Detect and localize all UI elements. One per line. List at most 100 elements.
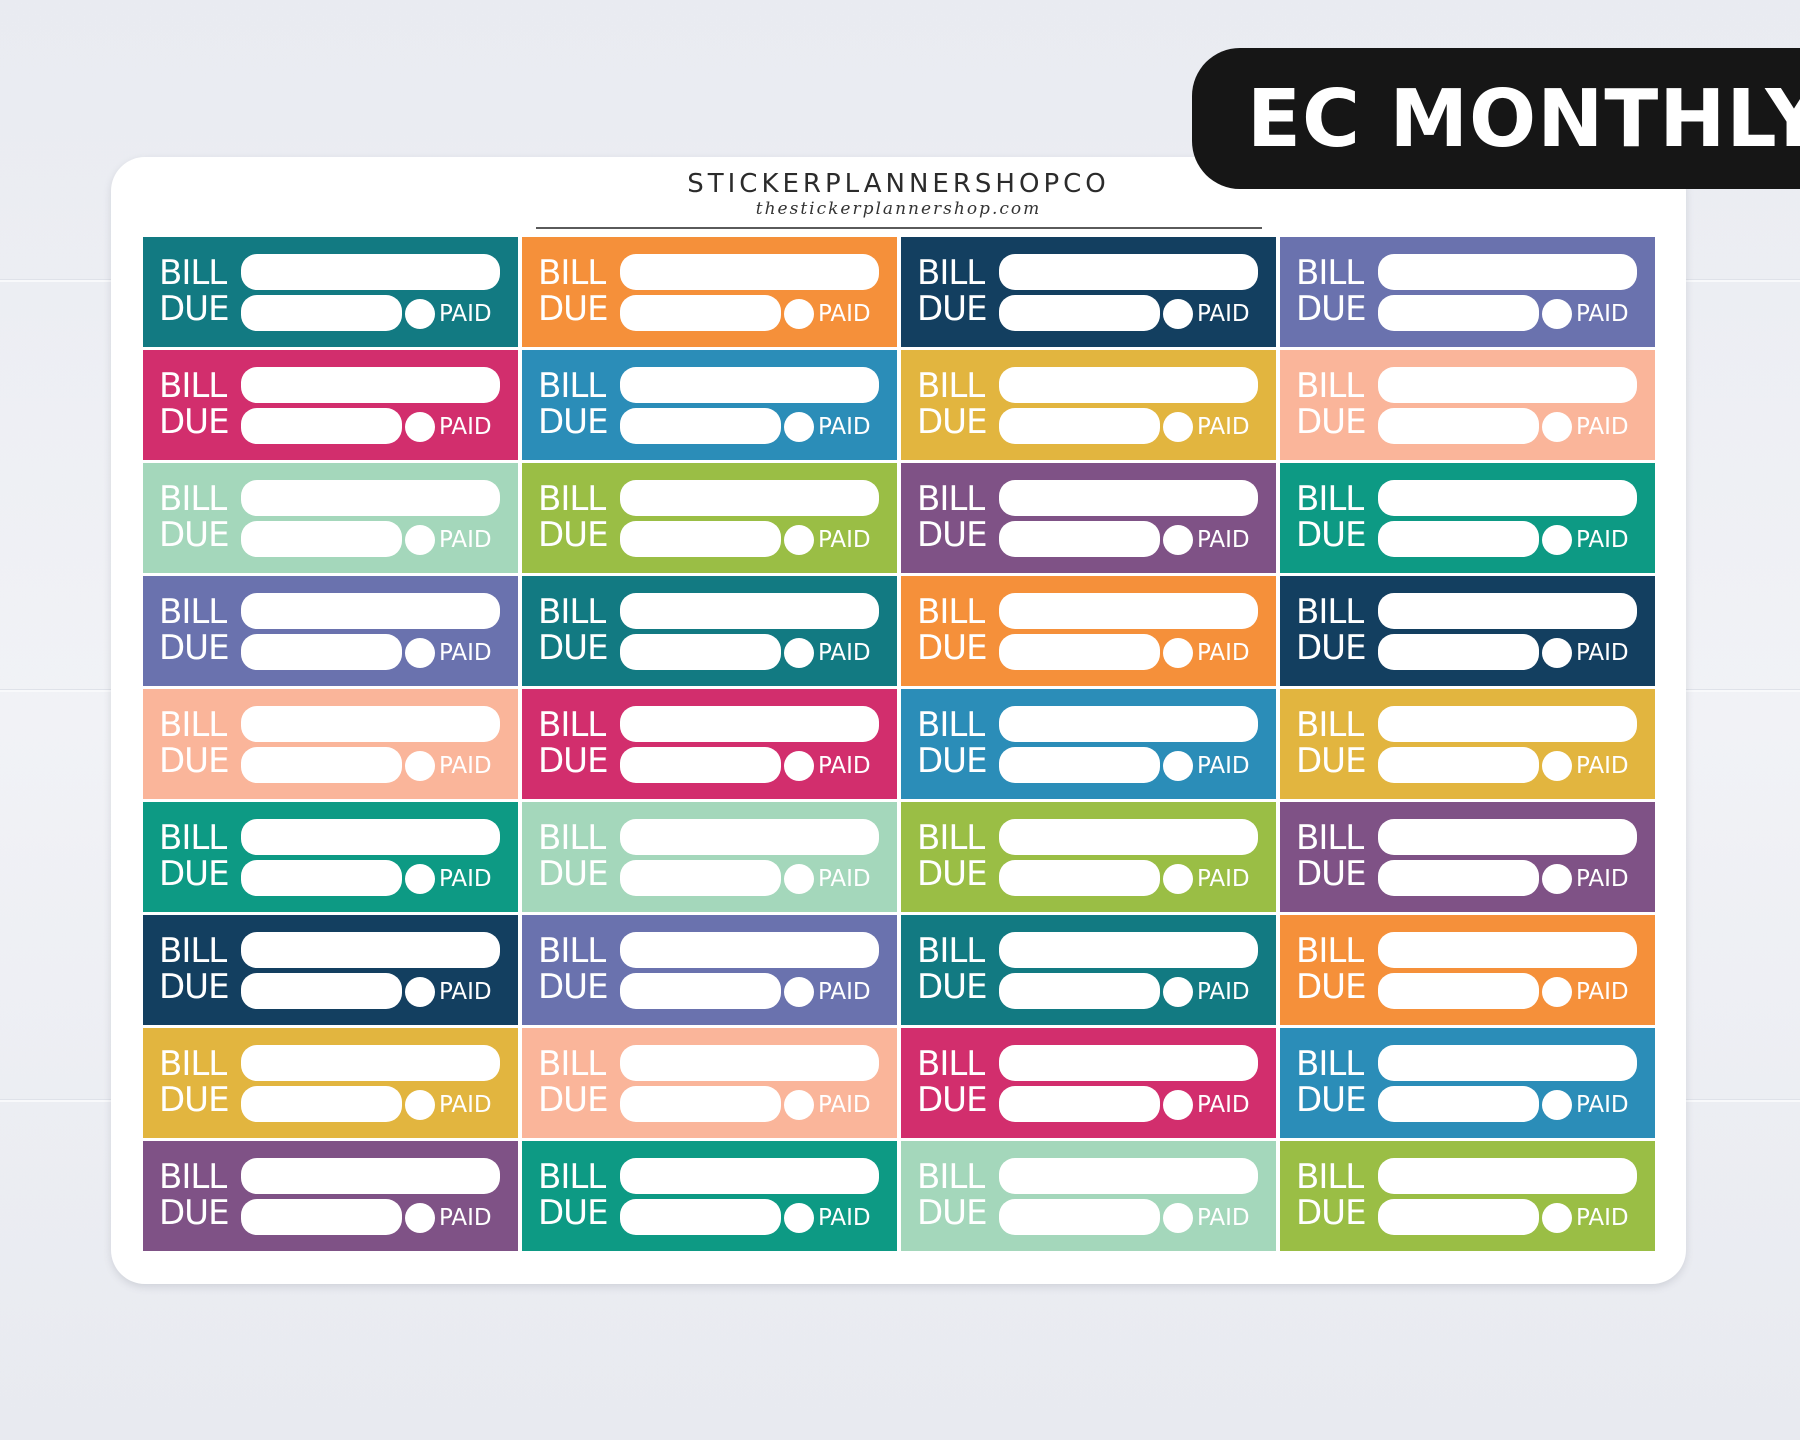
bill-label: BILL [538,253,606,293]
due-writing-field [999,521,1160,557]
paid-checkbox-circle [784,1090,814,1120]
paid-checkbox-circle [1542,751,1572,781]
due-label: DUE [917,741,988,781]
bill-label: BILL [917,705,985,745]
bill-due-sticker: BILL DUE PAID [1280,915,1655,1025]
due-writing-field [241,747,402,783]
bill-writing-field [620,480,879,516]
bill-due-sticker: BILL DUE PAID [143,802,518,912]
paid-checkbox-circle [1163,1090,1193,1120]
bill-label: BILL [538,931,606,971]
bill-label: BILL [1296,818,1364,858]
bill-label: BILL [917,592,985,632]
due-writing-field [620,860,781,896]
due-label: DUE [1296,967,1367,1007]
bill-label: BILL [1296,479,1364,519]
due-label: DUE [1296,854,1367,894]
paid-label: PAID [1576,979,1629,1005]
bill-due-sticker: BILL DUE PAID [522,463,897,573]
due-writing-field [999,295,1160,331]
bill-writing-field [620,1158,879,1194]
bill-label: BILL [159,705,227,745]
due-writing-field [620,408,781,444]
header-divider [536,227,1262,229]
paid-label: PAID [818,979,871,1005]
paid-label: PAID [1197,414,1250,440]
paid-label: PAID [439,753,492,779]
bill-writing-field [1378,706,1637,742]
bill-due-sticker: BILL DUE PAID [143,463,518,573]
bill-label: BILL [1296,253,1364,293]
due-writing-field [241,973,402,1009]
bill-due-sticker: BILL DUE PAID [143,1141,518,1251]
bill-label: BILL [1296,931,1364,971]
paid-label: PAID [1576,866,1629,892]
due-label: DUE [538,967,609,1007]
due-label: DUE [917,1193,988,1233]
due-writing-field [620,747,781,783]
paid-checkbox-circle [1542,638,1572,668]
bill-due-sticker: BILL DUE PAID [522,350,897,460]
paid-checkbox-circle [405,412,435,442]
paid-checkbox-circle [784,412,814,442]
bill-label: BILL [917,1157,985,1197]
due-label: DUE [1296,741,1367,781]
paid-checkbox-circle [1542,977,1572,1007]
paid-checkbox-circle [784,977,814,1007]
bill-writing-field [620,819,879,855]
sticker-grid: BILL DUE PAID BILL DUE PAID BILL DUE PAID BILL DUE… [143,237,1655,1251]
due-writing-field [620,295,781,331]
bill-writing-field [999,367,1258,403]
due-label: DUE [538,854,609,894]
paid-label: PAID [818,753,871,779]
bill-writing-field [999,480,1258,516]
due-writing-field [1378,521,1539,557]
due-label: DUE [159,967,230,1007]
bill-label: BILL [917,366,985,406]
paid-checkbox-circle [1542,299,1572,329]
paid-label: PAID [818,640,871,666]
due-writing-field [999,973,1160,1009]
paid-checkbox-circle [1163,751,1193,781]
due-writing-field [620,634,781,670]
paid-checkbox-circle [405,1203,435,1233]
bill-label: BILL [159,818,227,858]
bill-due-sticker: BILL DUE PAID [901,1028,1276,1138]
paid-label: PAID [1197,301,1250,327]
paid-label: PAID [439,301,492,327]
paid-label: PAID [1197,866,1250,892]
paid-label: PAID [818,301,871,327]
paid-checkbox-circle [1542,1090,1572,1120]
due-writing-field [241,408,402,444]
bill-label: BILL [1296,1044,1364,1084]
bill-writing-field [999,254,1258,290]
bill-label: BILL [159,366,227,406]
paid-checkbox-circle [1542,864,1572,894]
bill-due-sticker: BILL DUE PAID [1280,463,1655,573]
bill-due-sticker: BILL DUE PAID [143,689,518,799]
bill-writing-field [241,819,500,855]
due-writing-field [241,521,402,557]
paid-label: PAID [818,1092,871,1118]
bill-label: BILL [917,1044,985,1084]
due-writing-field [1378,1199,1539,1235]
due-writing-field [1378,747,1539,783]
paid-checkbox-circle [1163,1203,1193,1233]
paid-label: PAID [818,527,871,553]
paid-label: PAID [1197,1205,1250,1231]
due-label: DUE [1296,402,1367,442]
due-label: DUE [1296,515,1367,555]
bill-due-sticker: BILL DUE PAID [522,576,897,686]
bill-due-sticker: BILL DUE PAID [1280,350,1655,460]
bill-writing-field [1378,932,1637,968]
bill-writing-field [999,819,1258,855]
bill-due-sticker: BILL DUE PAID [1280,237,1655,347]
paid-label: PAID [818,414,871,440]
bill-due-sticker: BILL DUE PAID [1280,1141,1655,1251]
bill-label: BILL [159,479,227,519]
due-label: DUE [159,289,230,329]
due-writing-field [999,747,1160,783]
bill-due-sticker: BILL DUE PAID [901,237,1276,347]
due-writing-field [1378,295,1539,331]
paid-checkbox-circle [405,1090,435,1120]
